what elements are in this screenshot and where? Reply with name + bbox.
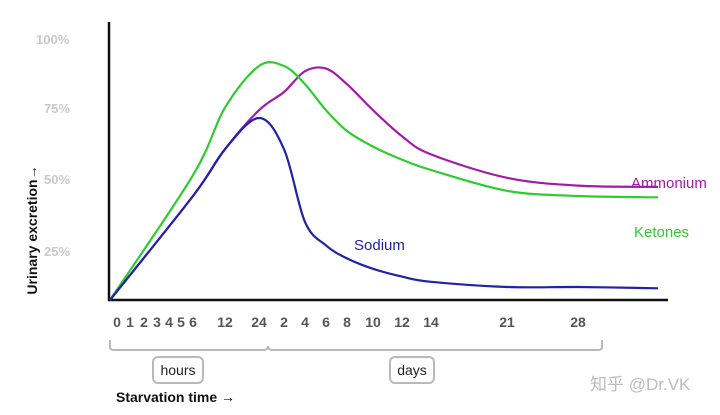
series-line-ammonium	[109, 66, 659, 301]
y-tick-label-25: 25%	[44, 244, 70, 259]
x-tick-label: 6	[322, 314, 330, 330]
series-line-ketones	[109, 61, 659, 301]
y-tick-label-75: 75%	[44, 101, 70, 116]
x-tick-label: 12	[217, 314, 233, 330]
x-tick-label: 4	[165, 314, 173, 330]
x-tick-label: 28	[570, 314, 586, 330]
x-tick-label: 10	[365, 314, 381, 330]
x-tick-labels: 0 1 2 3 4 5 6 12 24 2 4 6 8 10 12 14 21 28	[113, 314, 586, 330]
x-tick-label: 0	[113, 314, 121, 330]
hours-label: hours	[160, 362, 195, 378]
series-label-sodium: Sodium	[354, 237, 405, 254]
days-label: days	[397, 362, 427, 378]
x-tick-label: 2	[280, 314, 288, 330]
watermark-text: 知乎 @Dr.VK	[590, 375, 691, 394]
y-tick-label-100: 100%	[36, 32, 70, 47]
x-tick-label: 1	[126, 314, 134, 330]
hours-label-box	[152, 356, 204, 384]
x-axis-label: Starvation time →	[116, 389, 235, 405]
x-tick-label: 21	[499, 314, 515, 330]
series-label-ketones: Ketones	[634, 224, 689, 241]
hours-brace	[109, 340, 603, 351]
x-tick-label: 14	[423, 314, 439, 330]
x-tick-label: 5	[177, 314, 185, 330]
x-tick-label: 8	[343, 314, 351, 330]
y-tick-label-50: 50%	[44, 172, 70, 187]
x-tick-label: 3	[153, 314, 161, 330]
x-tick-label: 24	[251, 314, 267, 330]
x-tick-label: 6	[189, 314, 197, 330]
series-label-ammonium: Ammonium	[631, 175, 707, 192]
days-label-box	[389, 356, 435, 384]
y-axis-label: Urinary excretion→	[24, 165, 40, 294]
x-tick-label: 4	[301, 314, 309, 330]
series-line-sodium	[109, 116, 659, 301]
x-tick-label: 12	[394, 314, 410, 330]
x-tick-label: 2	[140, 314, 148, 330]
